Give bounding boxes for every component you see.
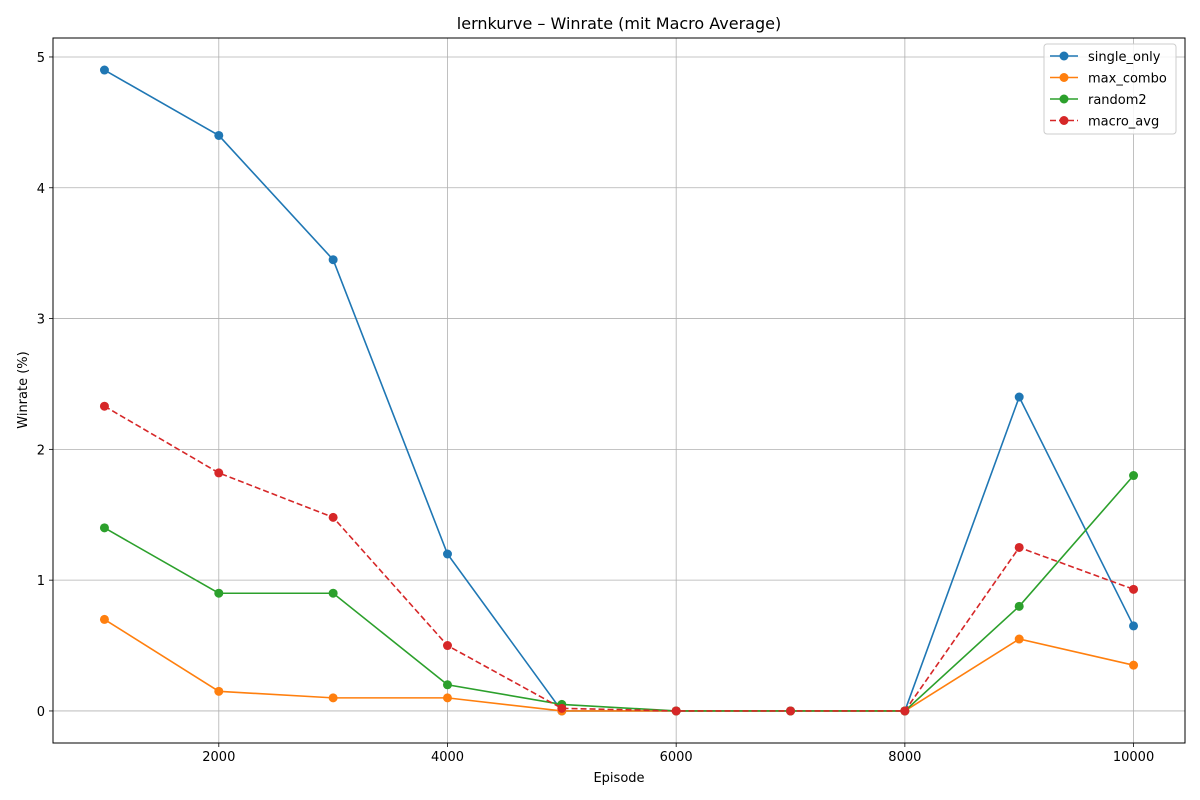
plot-frame xyxy=(52,37,1186,744)
legend-item-single_only: single_only xyxy=(1050,50,1161,65)
data-point-random2 xyxy=(214,588,224,598)
data-point-macro_avg xyxy=(328,512,338,522)
series-line-random2 xyxy=(104,474,1135,712)
data-point-macro_avg xyxy=(786,706,796,716)
legend-marker xyxy=(1059,94,1069,104)
data-point-macro_avg xyxy=(1129,584,1139,594)
data-point-random2 xyxy=(99,523,109,533)
data-point-max_combo xyxy=(214,686,224,696)
legend-item-macro_avg: macro_avg xyxy=(1050,115,1159,130)
legend-marker xyxy=(1059,51,1069,61)
data-point-single_only xyxy=(99,65,109,75)
legend-marker xyxy=(1059,73,1069,82)
data-point-single_only xyxy=(1014,392,1024,402)
y-tick-label: 4 xyxy=(37,182,45,197)
y-tick-label: 5 xyxy=(37,51,45,66)
data-point-max_combo xyxy=(99,614,109,624)
x-tick-label: 8000 xyxy=(888,750,921,765)
series-line-max_combo xyxy=(104,618,1134,712)
data-point-macro_avg xyxy=(1014,542,1024,552)
x-tick-label: 10000 xyxy=(1113,750,1154,765)
data-point-random2 xyxy=(442,680,452,690)
legend-item-random2: random2 xyxy=(1050,93,1147,108)
series-layer xyxy=(99,65,1139,716)
y-axis-label: Winrate (%) xyxy=(16,351,31,428)
series-macro_avg xyxy=(99,401,1139,716)
data-point-single_only xyxy=(1129,621,1139,631)
y-axis: 0 1 2 3 4 5 xyxy=(37,51,53,720)
legend-label: single_only xyxy=(1088,50,1161,65)
y-tick-label: 0 xyxy=(37,705,45,720)
legend-label: macro_avg xyxy=(1088,115,1159,130)
data-point-max_combo xyxy=(328,693,338,703)
data-point-single_only xyxy=(442,549,452,559)
legend-marker xyxy=(1059,116,1069,125)
data-point-macro_avg xyxy=(99,401,109,411)
x-axis: 2000 4000 6000 8000 10000 xyxy=(202,743,1154,765)
legend-label: random2 xyxy=(1088,93,1147,108)
chart-title: lernkurve – Winrate (mit Macro Average) xyxy=(457,14,781,33)
y-tick-label: 1 xyxy=(37,574,45,589)
data-point-max_combo xyxy=(442,693,452,703)
data-point-random2 xyxy=(1014,601,1024,611)
legend-label: max_combo xyxy=(1088,72,1167,87)
x-tick-label: 2000 xyxy=(202,750,235,765)
legend-box xyxy=(1043,43,1177,135)
data-point-max_combo xyxy=(1014,634,1024,644)
data-point-macro_avg xyxy=(214,468,224,478)
data-point-random2 xyxy=(1129,471,1139,481)
y-tick-label: 2 xyxy=(37,443,45,458)
x-tick-label: 4000 xyxy=(431,750,464,765)
x-axis-label: Episode xyxy=(593,771,644,786)
y-tick-label: 3 xyxy=(37,313,45,328)
data-point-single_only xyxy=(328,255,338,265)
grid xyxy=(53,38,1185,743)
legend: single_only max_combo random2 macro_avg xyxy=(1043,43,1177,135)
data-point-macro_avg xyxy=(442,641,452,651)
x-tick-label: 6000 xyxy=(660,750,693,765)
data-point-single_only xyxy=(214,130,224,140)
data-point-macro_avg xyxy=(557,703,567,713)
data-point-max_combo xyxy=(1129,660,1139,670)
data-point-random2 xyxy=(328,588,338,598)
data-point-macro_avg xyxy=(671,706,681,716)
data-point-macro_avg xyxy=(900,706,910,716)
legend-item-max_combo: max_combo xyxy=(1050,72,1167,87)
series-line-macro_avg xyxy=(104,405,1134,712)
